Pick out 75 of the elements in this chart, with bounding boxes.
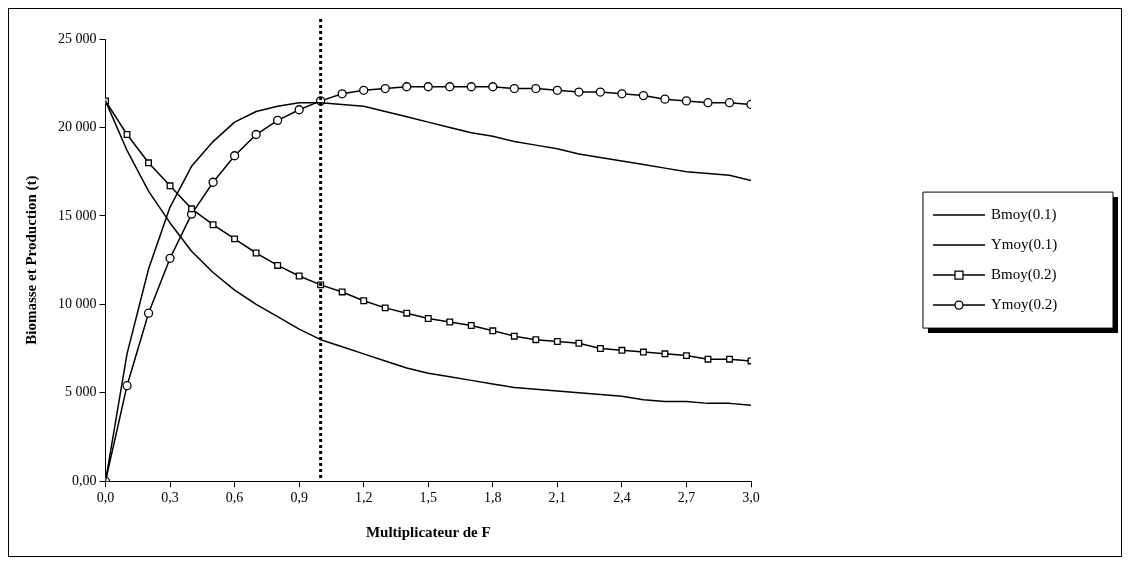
point [703, 98, 713, 108]
point [359, 85, 369, 95]
point [208, 177, 218, 187]
point [531, 83, 541, 94]
point [360, 297, 368, 305]
point [553, 337, 561, 345]
point [595, 87, 606, 97]
point [509, 83, 519, 94]
x-tick-label: 1,2 [354, 490, 373, 506]
point [466, 82, 476, 92]
point [638, 90, 649, 101]
point [639, 348, 647, 356]
point [724, 98, 735, 108]
point [294, 105, 304, 115]
point [231, 235, 239, 243]
point [726, 355, 733, 363]
x-tick-label: 2,4 [613, 490, 631, 506]
point [424, 314, 432, 322]
point [251, 129, 261, 140]
y-tick-label: 15 000 [58, 207, 97, 223]
point [532, 336, 540, 344]
x-tick-label: 0,9 [290, 490, 308, 506]
point [552, 85, 562, 95]
point [661, 350, 669, 358]
point [145, 159, 153, 167]
x-tick-label: 2,1 [548, 490, 567, 506]
x-tick-label: 1,8 [484, 490, 502, 506]
y-tick-label: 10 000 [58, 295, 97, 311]
x-tick-label: 1,5 [419, 490, 437, 506]
point [209, 221, 217, 229]
x-axis-title: Multiplicateur de F [365, 523, 491, 540]
point [618, 346, 626, 354]
point [188, 205, 196, 213]
y-tick-label: 0,00 [72, 472, 97, 488]
point [403, 309, 411, 317]
point [143, 308, 154, 318]
x-tick-label: 3,0 [742, 490, 760, 506]
point [381, 304, 389, 312]
legend-label: Bmoy(0.1) [991, 206, 1057, 224]
x-tick-label: 0,3 [161, 490, 179, 506]
point [272, 115, 283, 126]
point [488, 82, 498, 92]
y-tick-label: 20 000 [58, 119, 97, 135]
x-tick-label: 0,0 [96, 490, 115, 506]
y-axis-title: Biomasse et Production (t) [22, 175, 40, 345]
point [122, 381, 132, 391]
point [337, 89, 347, 99]
point [252, 249, 260, 257]
point [704, 355, 712, 363]
point [467, 322, 475, 330]
point [660, 94, 670, 104]
point [575, 339, 583, 347]
point [380, 83, 390, 94]
point [166, 182, 174, 190]
legend-label: Bmoy(0.2) [991, 266, 1057, 284]
point [574, 87, 584, 97]
point [510, 332, 518, 340]
point [402, 82, 412, 92]
point [596, 345, 604, 353]
point [489, 327, 497, 335]
y-tick-label: 5 000 [65, 384, 97, 400]
point [165, 253, 175, 263]
point [423, 82, 433, 92]
legend-label: Ymoy(0.1) [991, 236, 1058, 254]
point [338, 288, 346, 296]
point [274, 261, 282, 269]
legend-label: Ymoy(0.2) [991, 296, 1058, 314]
x-tick-label: 2,7 [677, 490, 696, 506]
point [229, 151, 240, 161]
point [445, 82, 455, 92]
point [682, 352, 690, 360]
point [617, 89, 627, 99]
x-tick-label: 0,6 [225, 490, 244, 506]
point [681, 96, 692, 106]
y-tick-label: 25 000 [58, 30, 97, 46]
